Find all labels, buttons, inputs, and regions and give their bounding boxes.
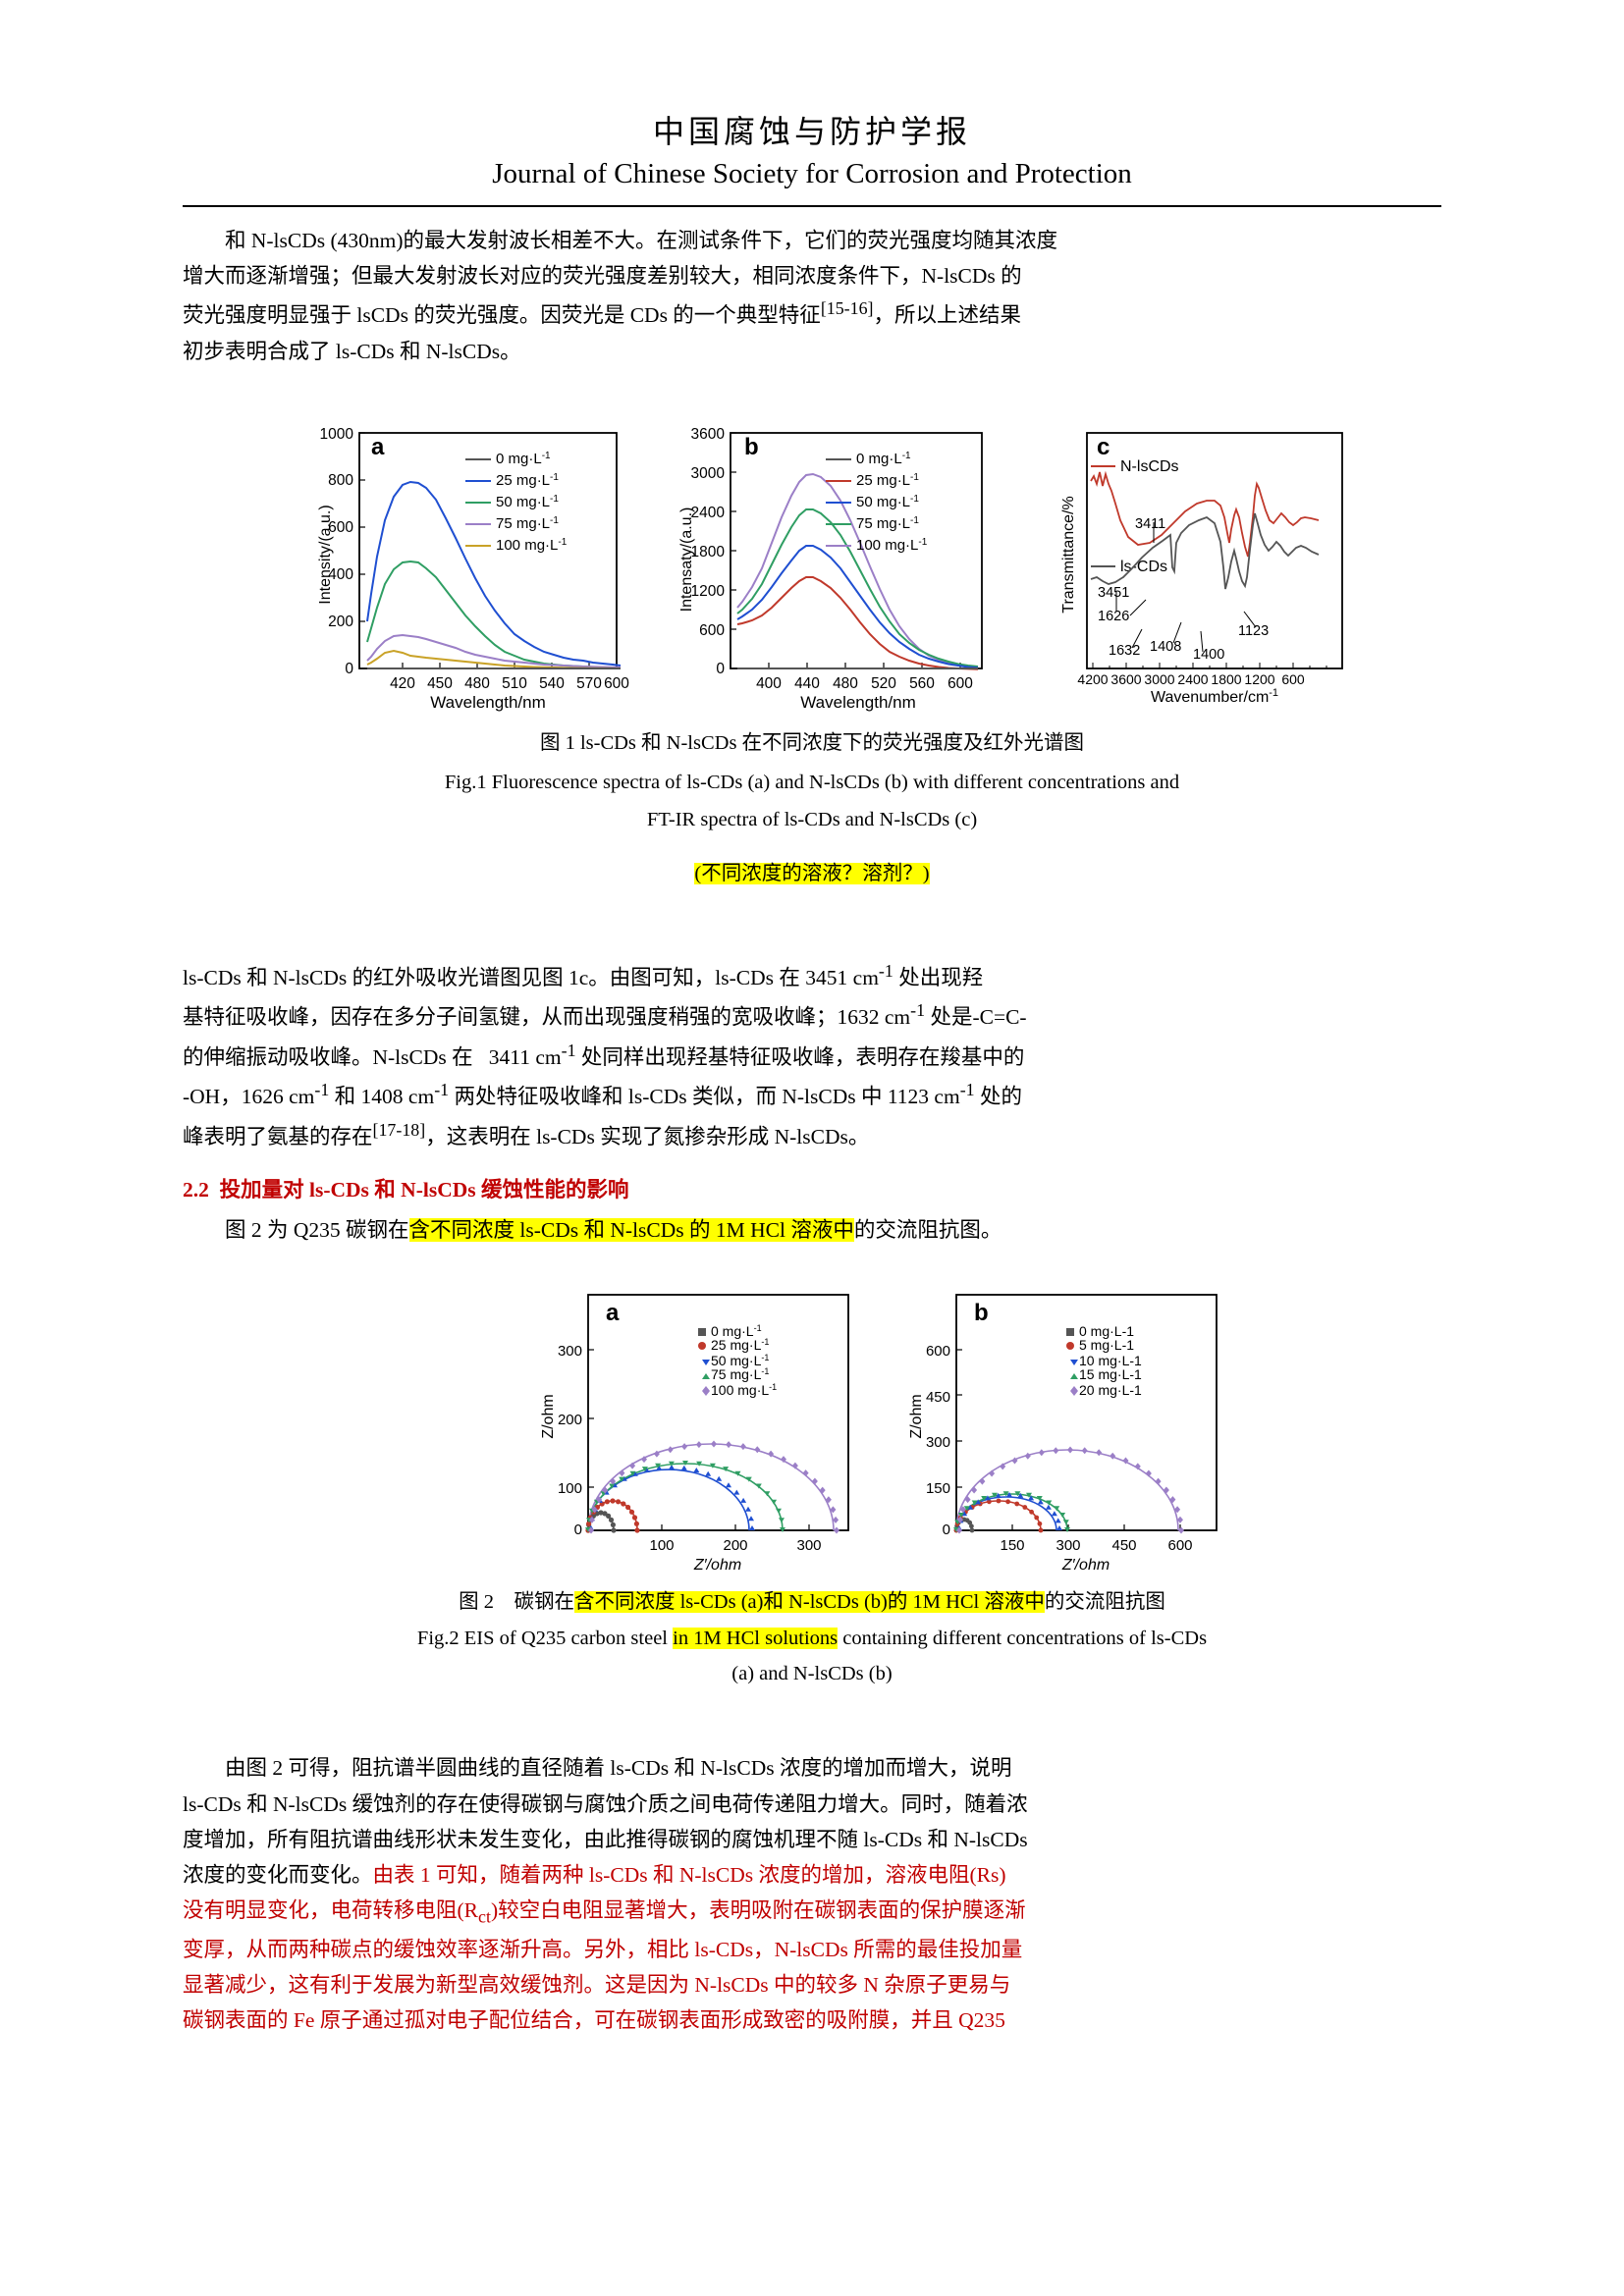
svg-text:300: 300	[796, 1537, 821, 1554]
svg-text:25 mg·L-1: 25 mg·L-1	[856, 472, 919, 490]
svg-text:100: 100	[558, 1480, 582, 1497]
svg-text:Wavenumber/cm-1: Wavenumber/cm-1	[1151, 687, 1278, 706]
svg-text:150: 150	[926, 1480, 950, 1497]
svg-text:450: 450	[427, 675, 453, 692]
svg-text:0: 0	[574, 1522, 582, 1538]
svg-text:1000: 1000	[320, 427, 354, 443]
svg-text:50 mg·L-1: 50 mg·L-1	[856, 494, 919, 511]
svg-text:4200: 4200	[1077, 671, 1108, 687]
svg-text:0: 0	[345, 661, 353, 677]
svg-text:1408: 1408	[1150, 639, 1181, 655]
svg-text:1632: 1632	[1109, 643, 1140, 659]
svg-text:1123: 1123	[1238, 623, 1269, 639]
svg-text:Z/ohm: Z/ohm	[540, 1395, 557, 1439]
svg-text:440: 440	[794, 675, 820, 692]
svg-text:600: 600	[1167, 1537, 1192, 1554]
svg-text:1200: 1200	[691, 583, 726, 600]
svg-text:Z′/ohm: Z′/ohm	[693, 1557, 741, 1574]
svg-text:Wavelength/nm: Wavelength/nm	[800, 693, 915, 712]
svg-text:25 mg·L-1: 25 mg·L-1	[711, 1337, 769, 1353]
svg-text:510: 510	[502, 675, 527, 692]
svg-text:0: 0	[716, 661, 725, 677]
svg-text:a: a	[371, 434, 385, 460]
svg-text:3411: 3411	[1135, 516, 1165, 532]
svg-text:450: 450	[926, 1389, 950, 1406]
svg-text:600: 600	[926, 1343, 950, 1360]
svg-text:2400: 2400	[691, 505, 726, 521]
svg-text:a: a	[606, 1300, 620, 1326]
svg-text:200: 200	[723, 1537, 747, 1554]
svg-text:25 mg·L-1: 25 mg·L-1	[496, 472, 559, 490]
svg-text:15 mg·L-1: 15 mg·L-1	[1079, 1366, 1142, 1382]
svg-text:75 mg·L-1: 75 mg·L-1	[856, 515, 919, 533]
svg-text:600: 600	[1281, 671, 1305, 687]
svg-text:1200: 1200	[1244, 671, 1274, 687]
svg-text:3451: 3451	[1098, 585, 1129, 601]
svg-text:1800: 1800	[691, 544, 726, 561]
svg-text:Wavelength/nm: Wavelength/nm	[430, 693, 545, 712]
svg-text:420: 420	[390, 675, 415, 692]
svg-text:520: 520	[871, 675, 896, 692]
svg-text:0 mg·L-1: 0 mg·L-1	[496, 451, 551, 468]
svg-text:1800: 1800	[1211, 671, 1241, 687]
svg-text:450: 450	[1111, 1537, 1136, 1554]
svg-text:Transmittance/%: Transmittance/%	[1060, 496, 1077, 613]
svg-text:600: 600	[699, 622, 725, 639]
svg-text:20 mg·L-1: 20 mg·L-1	[1079, 1382, 1142, 1398]
svg-text:570: 570	[576, 675, 602, 692]
svg-text:100 mg·L-1: 100 mg·L-1	[496, 537, 568, 555]
svg-text:100 mg·L-1: 100 mg·L-1	[856, 537, 928, 555]
svg-text:1626: 1626	[1098, 609, 1129, 624]
svg-text:300: 300	[926, 1434, 950, 1451]
svg-text:600: 600	[947, 675, 973, 692]
svg-text:N-lsCDs: N-lsCDs	[1120, 458, 1179, 475]
svg-text:50 mg·L-1: 50 mg·L-1	[496, 494, 559, 511]
svg-text:b: b	[974, 1300, 989, 1326]
svg-text:Z′/ohm: Z′/ohm	[1061, 1557, 1110, 1574]
svg-text:300: 300	[558, 1343, 582, 1360]
svg-text:200: 200	[558, 1412, 582, 1428]
svg-text:5 mg·L-1: 5 mg·L-1	[1079, 1337, 1134, 1353]
svg-text:75 mg·L-1: 75 mg·L-1	[496, 515, 559, 533]
svg-text:100 mg·L-1: 100 mg·L-1	[711, 1382, 777, 1398]
svg-text:200: 200	[328, 614, 353, 630]
svg-text:3000: 3000	[1144, 671, 1174, 687]
svg-text:560: 560	[909, 675, 935, 692]
svg-text:Intensaty/(a.u.): Intensaty/(a.u.)	[678, 507, 695, 613]
svg-text:400: 400	[756, 675, 782, 692]
svg-text:75 mg·L-1: 75 mg·L-1	[711, 1366, 769, 1382]
svg-text:3000: 3000	[691, 465, 726, 482]
svg-text:540: 540	[539, 675, 565, 692]
svg-text:1400: 1400	[1193, 647, 1224, 663]
svg-text:Z/ohm: Z/ohm	[908, 1395, 925, 1439]
svg-text:3600: 3600	[1110, 671, 1141, 687]
svg-text:300: 300	[1056, 1537, 1080, 1554]
svg-text:b: b	[744, 434, 759, 460]
svg-text:100: 100	[649, 1537, 674, 1554]
svg-text:3600: 3600	[691, 427, 726, 443]
svg-text:480: 480	[464, 675, 490, 692]
svg-text:0 mg·L-1: 0 mg·L-1	[856, 451, 911, 468]
svg-text:c: c	[1097, 434, 1110, 460]
svg-text:150: 150	[1000, 1537, 1024, 1554]
svg-text:480: 480	[833, 675, 858, 692]
svg-text:Intensity/(a.u.): Intensity/(a.u.)	[317, 505, 334, 604]
svg-text:2400: 2400	[1177, 671, 1208, 687]
svg-text:0: 0	[943, 1522, 950, 1538]
svg-text:600: 600	[604, 675, 629, 692]
svg-text:800: 800	[328, 472, 353, 489]
